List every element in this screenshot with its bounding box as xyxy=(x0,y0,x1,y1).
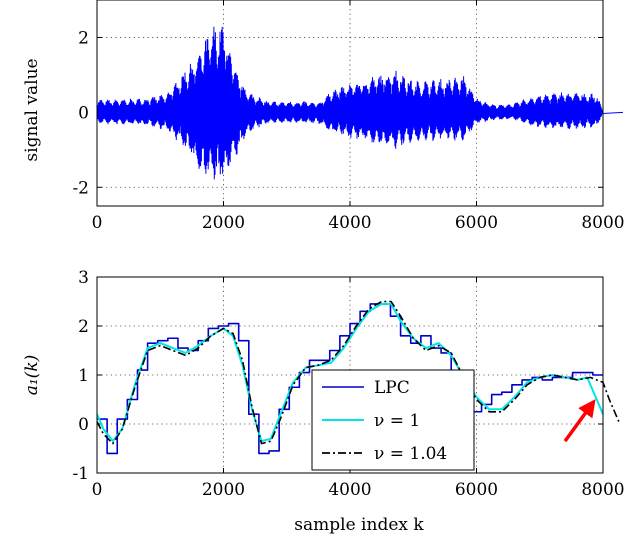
annotation-arrow xyxy=(563,399,596,443)
nu-1-line xyxy=(97,302,604,443)
y-tick-label: 3 xyxy=(78,268,89,288)
lpc-step-line xyxy=(97,303,603,455)
y-tick-label: 2 xyxy=(78,28,89,48)
signal-line xyxy=(97,26,623,180)
y-tick-label: -1 xyxy=(72,464,89,484)
y-tick-label: 2 xyxy=(78,317,89,337)
x-tick-label: 6000 xyxy=(455,480,498,500)
x-tick-label: 4000 xyxy=(328,213,371,233)
x-tick-label: 8000 xyxy=(581,213,624,233)
y-tick-label: 0 xyxy=(78,415,89,435)
signal-series xyxy=(97,26,623,180)
legend: LPC ν = 1 ν = 1.04 xyxy=(311,369,475,471)
coefficient-series xyxy=(97,300,620,455)
x-tick-label: 6000 xyxy=(455,213,498,233)
legend-label-lpc: LPC xyxy=(374,378,410,398)
x-axis-label: sample index k xyxy=(294,515,424,535)
x-tick-label: 2000 xyxy=(202,213,245,233)
legend-label-nu104: ν = 1.04 xyxy=(374,444,447,464)
y-axis-label: a₁(k) xyxy=(22,355,42,396)
y-axis-label: signal value xyxy=(22,58,42,161)
y-tick-labels: -1 0 1 2 3 xyxy=(72,268,89,484)
plot-frame xyxy=(96,276,604,474)
x-tick-label: 8000 xyxy=(581,480,624,500)
legend-label-nu1: ν = 1 xyxy=(374,411,420,431)
x-tick-labels: 0 2000 4000 6000 8000 xyxy=(92,213,625,233)
y-tick-label: -2 xyxy=(72,178,89,198)
y-tick-label: 1 xyxy=(78,366,89,386)
x-tick-label: 0 xyxy=(92,213,103,233)
x-tick-label: 0 xyxy=(92,480,103,500)
y-tick-labels: -2 0 2 xyxy=(72,28,89,198)
x-tick-labels: 0 2000 4000 6000 8000 xyxy=(92,480,625,500)
plot-frame xyxy=(96,0,604,207)
y-tick-label: 0 xyxy=(78,103,89,123)
x-tick-label: 2000 xyxy=(202,480,245,500)
x-tick-label: 4000 xyxy=(328,480,371,500)
signal-plot: 0 2000 4000 6000 8000 -202 signal value xyxy=(22,0,625,233)
nu-1-04-line xyxy=(97,300,620,445)
